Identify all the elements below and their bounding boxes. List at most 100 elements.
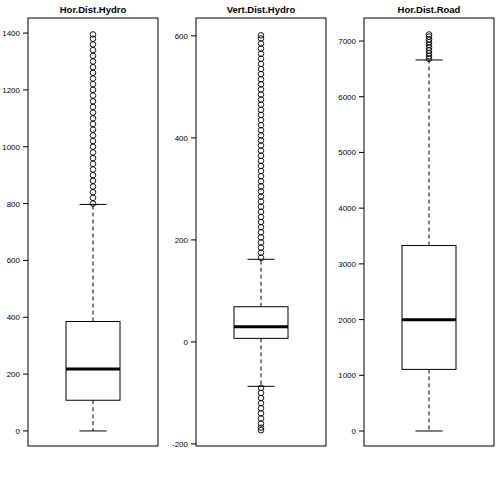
y-tick bbox=[359, 41, 364, 42]
y-tick-label: 1400 bbox=[2, 29, 20, 38]
outlier bbox=[90, 201, 96, 207]
lower-cap bbox=[248, 386, 275, 387]
outlier bbox=[90, 110, 96, 116]
outlier bbox=[90, 138, 96, 144]
y-tick-label: 2000 bbox=[338, 316, 356, 325]
upper-cap bbox=[80, 204, 107, 205]
lower-whisker bbox=[93, 400, 94, 431]
y-tick bbox=[191, 443, 196, 444]
y-tick-label: 1000 bbox=[338, 371, 356, 380]
title: Hor.Dist.Hydro bbox=[60, 4, 127, 15]
y-tick bbox=[23, 374, 28, 375]
y-tick-label: 7000 bbox=[338, 37, 356, 46]
box bbox=[402, 246, 456, 370]
box-group bbox=[66, 32, 120, 431]
y-tick bbox=[359, 263, 364, 264]
y-tick bbox=[359, 208, 364, 209]
chart-root: Hor.Dist.Hydro 0 200 400 600 800 1000 1200 1400 V… bbox=[0, 0, 504, 504]
box bbox=[234, 307, 288, 339]
upper-cap bbox=[416, 59, 443, 60]
y-tick-label: 3000 bbox=[338, 260, 356, 269]
plot-frame bbox=[364, 18, 494, 446]
y-tick bbox=[23, 33, 28, 34]
y-tick-label: 0 bbox=[352, 427, 357, 436]
outlier bbox=[90, 87, 96, 93]
outlier bbox=[90, 121, 96, 127]
median bbox=[66, 367, 120, 370]
y-tick bbox=[191, 239, 196, 240]
outlier bbox=[90, 127, 96, 133]
lower-cap bbox=[416, 431, 443, 432]
y-tick-label: 800 bbox=[7, 200, 21, 209]
outlier bbox=[90, 53, 96, 59]
lower-cap bbox=[80, 430, 107, 431]
y-tick bbox=[23, 317, 28, 318]
plot-frame bbox=[196, 18, 326, 446]
outlier bbox=[426, 32, 432, 38]
box-group bbox=[402, 32, 456, 431]
title: Hor.Dist.Road bbox=[398, 4, 461, 15]
outlier bbox=[90, 178, 96, 184]
outlier bbox=[90, 172, 96, 178]
y-tick bbox=[359, 431, 364, 432]
y-tick-label: 0 bbox=[16, 427, 21, 436]
title: Vert.Dist.Hydro bbox=[227, 4, 296, 15]
outlier bbox=[90, 76, 96, 82]
outlier bbox=[258, 33, 264, 39]
y-tick bbox=[359, 152, 364, 153]
y-tick-label: 6000 bbox=[338, 93, 356, 102]
y-tick bbox=[23, 203, 28, 204]
y-tick bbox=[23, 430, 28, 431]
outlier bbox=[90, 116, 96, 122]
y-tick-label: 600 bbox=[7, 256, 21, 265]
y-tick-label: 200 bbox=[7, 370, 21, 379]
y-tick bbox=[359, 96, 364, 97]
outlier bbox=[90, 47, 96, 53]
median bbox=[234, 325, 288, 328]
y-tick-label: 400 bbox=[7, 313, 21, 322]
y-tick bbox=[191, 341, 196, 342]
y-tick-label: -200 bbox=[172, 440, 189, 449]
outlier bbox=[90, 155, 96, 161]
outlier bbox=[90, 93, 96, 99]
y-tick-label: 1200 bbox=[2, 86, 20, 95]
outlier bbox=[90, 42, 96, 48]
y-tick-label: 600 bbox=[175, 32, 189, 41]
y-tick bbox=[359, 375, 364, 376]
y-tick bbox=[191, 35, 196, 36]
y-tick bbox=[23, 260, 28, 261]
upper-whisker bbox=[429, 60, 430, 246]
y-tick-label: 0 bbox=[184, 338, 189, 347]
y-tick-label: 1000 bbox=[2, 143, 20, 152]
median bbox=[402, 318, 456, 321]
y-tick bbox=[359, 319, 364, 320]
outlier bbox=[90, 189, 96, 195]
outlier bbox=[90, 161, 96, 167]
outlier bbox=[90, 144, 96, 150]
upper-whisker bbox=[93, 204, 94, 321]
outlier bbox=[90, 133, 96, 139]
outlier bbox=[90, 70, 96, 76]
y-tick-label: 400 bbox=[175, 134, 189, 143]
box bbox=[66, 322, 120, 401]
upper-whisker bbox=[261, 259, 262, 306]
y-tick bbox=[23, 146, 28, 147]
outlier bbox=[90, 81, 96, 87]
outlier bbox=[90, 104, 96, 110]
plot-frame bbox=[28, 18, 158, 446]
lower-whisker bbox=[261, 338, 262, 386]
outlier bbox=[90, 195, 96, 201]
outlier bbox=[258, 427, 264, 433]
y-tick bbox=[23, 89, 28, 90]
outlier bbox=[90, 64, 96, 70]
y-tick-label: 200 bbox=[175, 236, 189, 245]
outlier bbox=[90, 150, 96, 156]
outlier bbox=[90, 59, 96, 65]
outlier bbox=[90, 32, 96, 38]
outlier bbox=[90, 167, 96, 173]
lower-whisker bbox=[429, 369, 430, 431]
box-group bbox=[234, 33, 288, 433]
outlier bbox=[90, 184, 96, 190]
y-tick-label: 4000 bbox=[338, 204, 356, 213]
outlier bbox=[90, 98, 96, 104]
